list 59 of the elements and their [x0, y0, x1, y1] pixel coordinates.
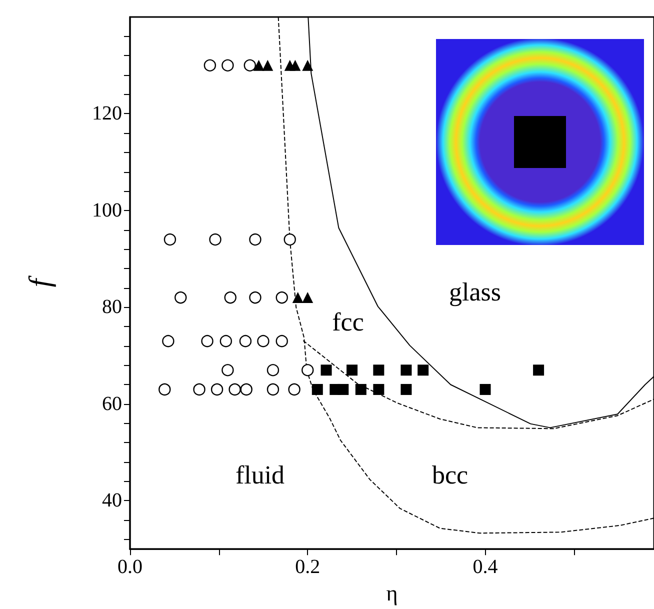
y-axis-title: f — [24, 275, 56, 288]
x-tick-label: 0.0 — [118, 556, 142, 578]
point — [302, 60, 314, 71]
point — [400, 384, 412, 395]
point — [533, 364, 544, 376]
point — [174, 291, 187, 304]
point — [193, 383, 206, 396]
x-tick-label: 0.4 — [472, 556, 498, 578]
annotation: glass — [449, 278, 501, 306]
point — [224, 291, 236, 304]
point — [276, 335, 288, 348]
point — [239, 335, 252, 348]
point — [253, 60, 264, 71]
point — [266, 383, 280, 396]
point — [249, 291, 262, 304]
point — [288, 383, 300, 396]
x-tick-label: 0.2 — [295, 556, 320, 578]
point — [338, 384, 349, 395]
point — [373, 364, 384, 376]
point — [355, 384, 366, 395]
point — [204, 59, 216, 72]
y-tick-label: 80 — [102, 296, 122, 318]
x-axis-title: η — [386, 580, 398, 606]
point — [222, 364, 234, 376]
point — [244, 59, 256, 72]
point — [302, 364, 314, 376]
point — [210, 383, 224, 396]
point — [220, 335, 232, 348]
annotation: fcc — [332, 308, 364, 336]
point — [312, 384, 323, 395]
point — [320, 364, 332, 376]
point — [162, 335, 174, 348]
point — [418, 364, 429, 376]
point — [480, 384, 491, 395]
point — [249, 233, 262, 246]
point — [292, 292, 304, 304]
point — [209, 233, 222, 246]
y-tick-label: 60 — [102, 392, 122, 415]
point — [158, 383, 171, 396]
point — [290, 60, 301, 71]
point — [373, 384, 384, 395]
y-tick-label: 120 — [92, 102, 122, 125]
point — [240, 383, 252, 396]
annotation: fluid — [235, 460, 285, 490]
point — [266, 364, 280, 376]
point — [276, 291, 288, 304]
point — [222, 59, 234, 72]
point — [257, 335, 270, 348]
annotation: bcc — [432, 460, 468, 490]
point — [228, 383, 241, 396]
point — [164, 233, 176, 246]
point — [262, 60, 274, 71]
point — [400, 364, 412, 376]
point — [346, 364, 358, 376]
y-tick-label: 100 — [92, 199, 122, 222]
point — [302, 292, 314, 304]
point — [201, 335, 214, 348]
y-tick-label: 40 — [102, 490, 122, 512]
point — [284, 233, 296, 246]
